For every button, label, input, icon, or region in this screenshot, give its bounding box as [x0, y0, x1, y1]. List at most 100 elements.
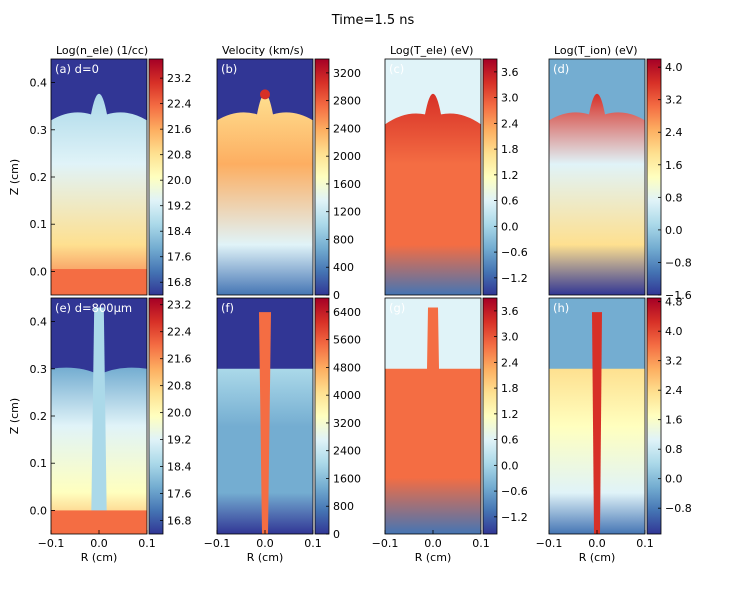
panel-e: (e) d=800μm 0.0 0.1 0.2 0.3 0.4 −0.1 0.0 0.1 R (c…: [8, 297, 192, 564]
field-image: [549, 59, 645, 295]
colorbar-tick-label: −1.6: [665, 289, 692, 302]
colorbar-tick-label: 21.6: [167, 353, 192, 366]
y-tick-label: 0.0: [30, 504, 48, 517]
y-tick-label: 0.2: [30, 410, 48, 423]
colorbar-tick-label: 20.8: [167, 149, 192, 162]
colorbar-tick-label: 19.2: [167, 200, 192, 213]
jet-column: [91, 307, 107, 534]
y-tick-label: 0.1: [30, 457, 48, 470]
colorbar-tick-label: 2400: [333, 122, 361, 135]
jet-column: [592, 312, 602, 534]
colorbar-tick-label: 3.0: [501, 331, 519, 344]
x-tick-label: −0.1: [38, 537, 65, 550]
colorbar-tick-label: 20.0: [167, 407, 192, 420]
colorbar-tick-label: 20.0: [167, 174, 192, 187]
colorbar-tick-label: −1.2: [501, 511, 528, 524]
colorbar-tick-label: 4800: [333, 361, 361, 374]
colorbar: [646, 58, 662, 296]
x-axis-label: R (cm): [247, 551, 284, 564]
panel-title: Log(T_ele) (eV): [390, 44, 473, 57]
colorbar-tick-label: 3.0: [501, 92, 519, 105]
panel-c: (c) Log(T_ele) (eV) −1.2 −0.6 0.0 0.6 1.2 1.8 2.…: [384, 44, 528, 296]
colorbar-tick-label: 4.8: [665, 296, 683, 309]
panel-label: (c): [389, 62, 404, 76]
colorbar-tick-label: 0: [333, 528, 340, 541]
colorbar-tick-label: 1.2: [501, 169, 519, 182]
panel-label: (g): [389, 301, 405, 315]
panel-label: (e) d=800μm: [55, 301, 132, 315]
colorbar-tick-label: 400: [333, 261, 354, 274]
x-tick-label: −0.1: [536, 537, 563, 550]
colorbar-tick-label: 3200: [333, 67, 361, 80]
panel-label: (a) d=0: [55, 62, 99, 76]
colorbar-tick-label: 22.4: [167, 326, 192, 339]
colorbar-tick-label: 3.6: [501, 66, 519, 79]
y-tick-label: 0.3: [30, 363, 48, 376]
y-tick-label: 0.4: [30, 316, 48, 329]
colorbar-tick-label: −0.6: [501, 246, 528, 259]
colorbar: [148, 58, 164, 296]
colorbar: [314, 58, 330, 296]
x-tick-label: 0.0: [588, 537, 606, 550]
colorbar-tick-label: 2800: [333, 95, 361, 108]
colorbar-tick-label: 4.0: [665, 325, 683, 338]
colorbar-tick-label: 19.2: [167, 434, 192, 447]
field-image: [385, 59, 481, 295]
colorbar-tick-label: 6400: [333, 306, 361, 319]
jet-column: [259, 312, 271, 534]
colorbar-tick-label: 3.2: [665, 94, 683, 107]
colorbar-tick-label: 23.2: [167, 72, 192, 85]
colorbar-tick-label: 800: [333, 500, 354, 513]
colorbar: [482, 297, 498, 535]
colorbar: [482, 58, 498, 296]
colorbar-tick-label: 4000: [333, 389, 361, 402]
colorbar-tick-label: −0.8: [665, 502, 692, 515]
x-axis-label: R (cm): [579, 551, 616, 564]
colorbar-tick-label: 16.8: [167, 515, 192, 528]
colorbar-tick-label: 2.4: [501, 117, 519, 130]
x-tick-label: −0.1: [204, 537, 231, 550]
colorbar-tick-label: 0.6: [501, 434, 519, 447]
colorbar-tick-label: 2.4: [665, 126, 683, 139]
x-axis-label: R (cm): [415, 551, 452, 564]
panel-label: (d): [553, 62, 569, 76]
colorbar-tick-label: 0.0: [665, 224, 683, 237]
x-tick-label: 0.1: [636, 537, 654, 550]
colorbar-tick-label: 17.6: [167, 251, 192, 264]
colorbar-tick-label: 1600: [333, 472, 361, 485]
colorbar-tick-label: 3.6: [501, 305, 519, 318]
colorbar-tick-label: 21.6: [167, 123, 192, 136]
colorbar-tick-label: 1.6: [665, 414, 683, 427]
colorbar-tick-label: 2.4: [501, 356, 519, 369]
x-tick-label: 0.1: [304, 537, 322, 550]
colorbar-tick-label: 1.6: [665, 159, 683, 172]
y-tick-label: 0.1: [30, 218, 48, 231]
colorbar-tick-label: 22.4: [167, 98, 192, 111]
colorbar-tick-label: 0.0: [501, 220, 519, 233]
colorbar-tick-label: 18.4: [167, 225, 192, 238]
axes-frame: [548, 58, 646, 296]
colorbar-tick-label: 2000: [333, 150, 361, 163]
colorbar-tick-label: 4.0: [665, 61, 683, 74]
field-image: [51, 298, 147, 534]
colorbar-tick-label: 18.4: [167, 461, 192, 474]
colorbar-tick-label: 1.2: [501, 408, 519, 421]
panel-h: (h) −0.1 0.0 0.1 R (cm) −0.8 0.0 0.8 1.6 2.4 3.2 4.…: [536, 296, 692, 564]
colorbar-tick-label: 3.2: [665, 355, 683, 368]
panel-label: (b): [221, 62, 237, 76]
panel-label: (h): [553, 301, 569, 315]
y-tick-label: 0.3: [30, 124, 48, 137]
colorbar: [646, 297, 662, 535]
colorbar-tick-label: 1200: [333, 206, 361, 219]
colorbar-tick-label: 0: [333, 289, 340, 302]
x-tick-label: 0.0: [256, 537, 274, 550]
colorbar-tick-label: 0.8: [665, 191, 683, 204]
colorbar-tick-label: 17.6: [167, 488, 192, 501]
field-image: [51, 59, 147, 295]
panel-a: (a) d=0 Log(n_ele) (1/cc) 0.0 0.1 0.2 0.3 0.4 Z…: [8, 44, 192, 296]
colorbar-tick-label: 1.8: [501, 382, 519, 395]
axes-frame: [216, 58, 314, 296]
colorbar-tick-label: 2400: [333, 445, 361, 458]
colorbar-tick-label: 1.8: [501, 143, 519, 156]
colorbar-tick-label: 3200: [333, 417, 361, 430]
